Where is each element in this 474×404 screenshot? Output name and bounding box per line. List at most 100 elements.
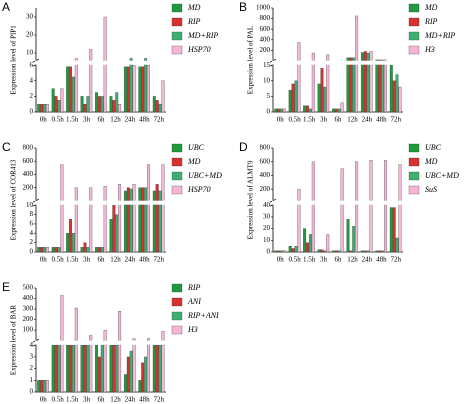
x-tick-label: 72h bbox=[391, 256, 402, 264]
x-tick-label: 1.5h bbox=[66, 256, 79, 264]
y-tick-label: 30 bbox=[26, 13, 34, 21]
x-tick-label: 6h bbox=[335, 116, 343, 124]
bar bbox=[144, 187, 148, 253]
bar bbox=[303, 105, 307, 113]
bar bbox=[83, 242, 87, 253]
bar bbox=[115, 214, 119, 253]
bar bbox=[306, 242, 309, 253]
x-tick-label: 72h bbox=[154, 116, 165, 124]
bar bbox=[294, 245, 298, 253]
x-tick-label: 48h bbox=[139, 116, 150, 124]
y-tick-label: 400 bbox=[23, 294, 34, 302]
bar bbox=[152, 190, 156, 253]
bar bbox=[74, 187, 78, 253]
y-axis-label: Expression level of PIP1 bbox=[10, 25, 18, 95]
bar bbox=[395, 74, 399, 113]
bar bbox=[103, 186, 107, 253]
bar bbox=[282, 250, 286, 253]
legend-label: RIP+ANI bbox=[187, 311, 219, 320]
bar bbox=[80, 345, 84, 393]
bar bbox=[297, 42, 301, 113]
legend-label: MD bbox=[424, 3, 438, 12]
y-tick-label: 800 bbox=[260, 144, 271, 152]
bar bbox=[155, 345, 159, 393]
bar bbox=[40, 104, 44, 113]
bar bbox=[118, 184, 122, 253]
bar bbox=[100, 96, 104, 113]
legend-label: MD bbox=[187, 157, 201, 166]
bar bbox=[395, 237, 399, 253]
y-tick-label: 10 bbox=[263, 236, 271, 244]
bar bbox=[71, 76, 75, 113]
bar bbox=[51, 345, 55, 393]
x-tick-label: 12h bbox=[347, 116, 358, 124]
x-tick-label: 0h bbox=[40, 256, 48, 264]
bar bbox=[71, 233, 75, 253]
bar bbox=[141, 362, 145, 393]
y-tick-label: 6 bbox=[30, 220, 34, 228]
bar bbox=[86, 96, 90, 113]
legend-swatch bbox=[408, 45, 420, 55]
bar bbox=[346, 57, 350, 113]
y-tick-label: 800 bbox=[23, 144, 34, 152]
bar bbox=[138, 380, 142, 393]
bar bbox=[144, 58, 148, 113]
bar bbox=[71, 345, 75, 393]
y-tick-label: 5 bbox=[267, 92, 271, 100]
bar bbox=[337, 250, 341, 253]
bar bbox=[147, 164, 150, 253]
y-tick-label: 0 bbox=[267, 248, 271, 256]
x-tick-label: 24h bbox=[125, 116, 136, 124]
legend-label: SuS bbox=[425, 185, 437, 194]
bar bbox=[86, 345, 90, 393]
legend-swatch bbox=[408, 171, 420, 181]
bar bbox=[69, 345, 72, 393]
bar bbox=[138, 66, 142, 113]
bar bbox=[306, 105, 309, 113]
bar bbox=[43, 247, 46, 253]
x-tick-label: 48h bbox=[139, 396, 150, 404]
legend-swatch bbox=[408, 185, 420, 195]
bar bbox=[109, 96, 113, 113]
legend-label: H3 bbox=[187, 325, 198, 334]
bar bbox=[311, 161, 315, 253]
legend-label: UBC+MD bbox=[188, 171, 222, 180]
bar bbox=[294, 80, 298, 113]
bar bbox=[54, 96, 58, 113]
y-axis-label: Expression level of COR413 bbox=[10, 159, 18, 240]
y-tick-label: 100 bbox=[23, 326, 34, 334]
bar bbox=[308, 108, 312, 113]
x-tick-label: 1.5h bbox=[303, 256, 316, 264]
bar bbox=[277, 108, 281, 113]
legend-label: UBC bbox=[188, 143, 205, 152]
y-axis-label: Expression level of BAR bbox=[10, 305, 18, 376]
x-tick-label: 0h bbox=[277, 256, 285, 264]
y-tick-label: 30 bbox=[263, 213, 271, 221]
y-tick-label: 4 bbox=[30, 341, 34, 349]
y-tick-label: 20 bbox=[263, 224, 271, 232]
legend-swatch bbox=[171, 17, 183, 27]
bar bbox=[340, 102, 344, 113]
bar bbox=[161, 330, 165, 393]
bar bbox=[147, 338, 150, 393]
bar bbox=[60, 164, 64, 253]
bar bbox=[115, 345, 119, 393]
bar bbox=[97, 247, 101, 253]
x-tick-label: 24h bbox=[125, 256, 136, 264]
x-tick-label: 48h bbox=[376, 116, 387, 124]
x-tick-label: 48h bbox=[139, 256, 150, 264]
bar bbox=[375, 250, 379, 253]
y-axis-label: Expression level of PAL bbox=[247, 26, 255, 94]
bar bbox=[332, 250, 335, 253]
bar bbox=[37, 247, 41, 253]
legend-swatch bbox=[408, 3, 420, 13]
bar bbox=[392, 80, 396, 113]
bar bbox=[97, 96, 101, 113]
x-tick-label: 3h bbox=[320, 116, 328, 124]
bar bbox=[109, 345, 113, 393]
bar bbox=[288, 90, 292, 113]
y-tick-label: 8 bbox=[30, 210, 34, 218]
x-tick-label: 12h bbox=[347, 256, 358, 264]
bar bbox=[277, 250, 281, 253]
legend-label: MD bbox=[187, 3, 201, 12]
